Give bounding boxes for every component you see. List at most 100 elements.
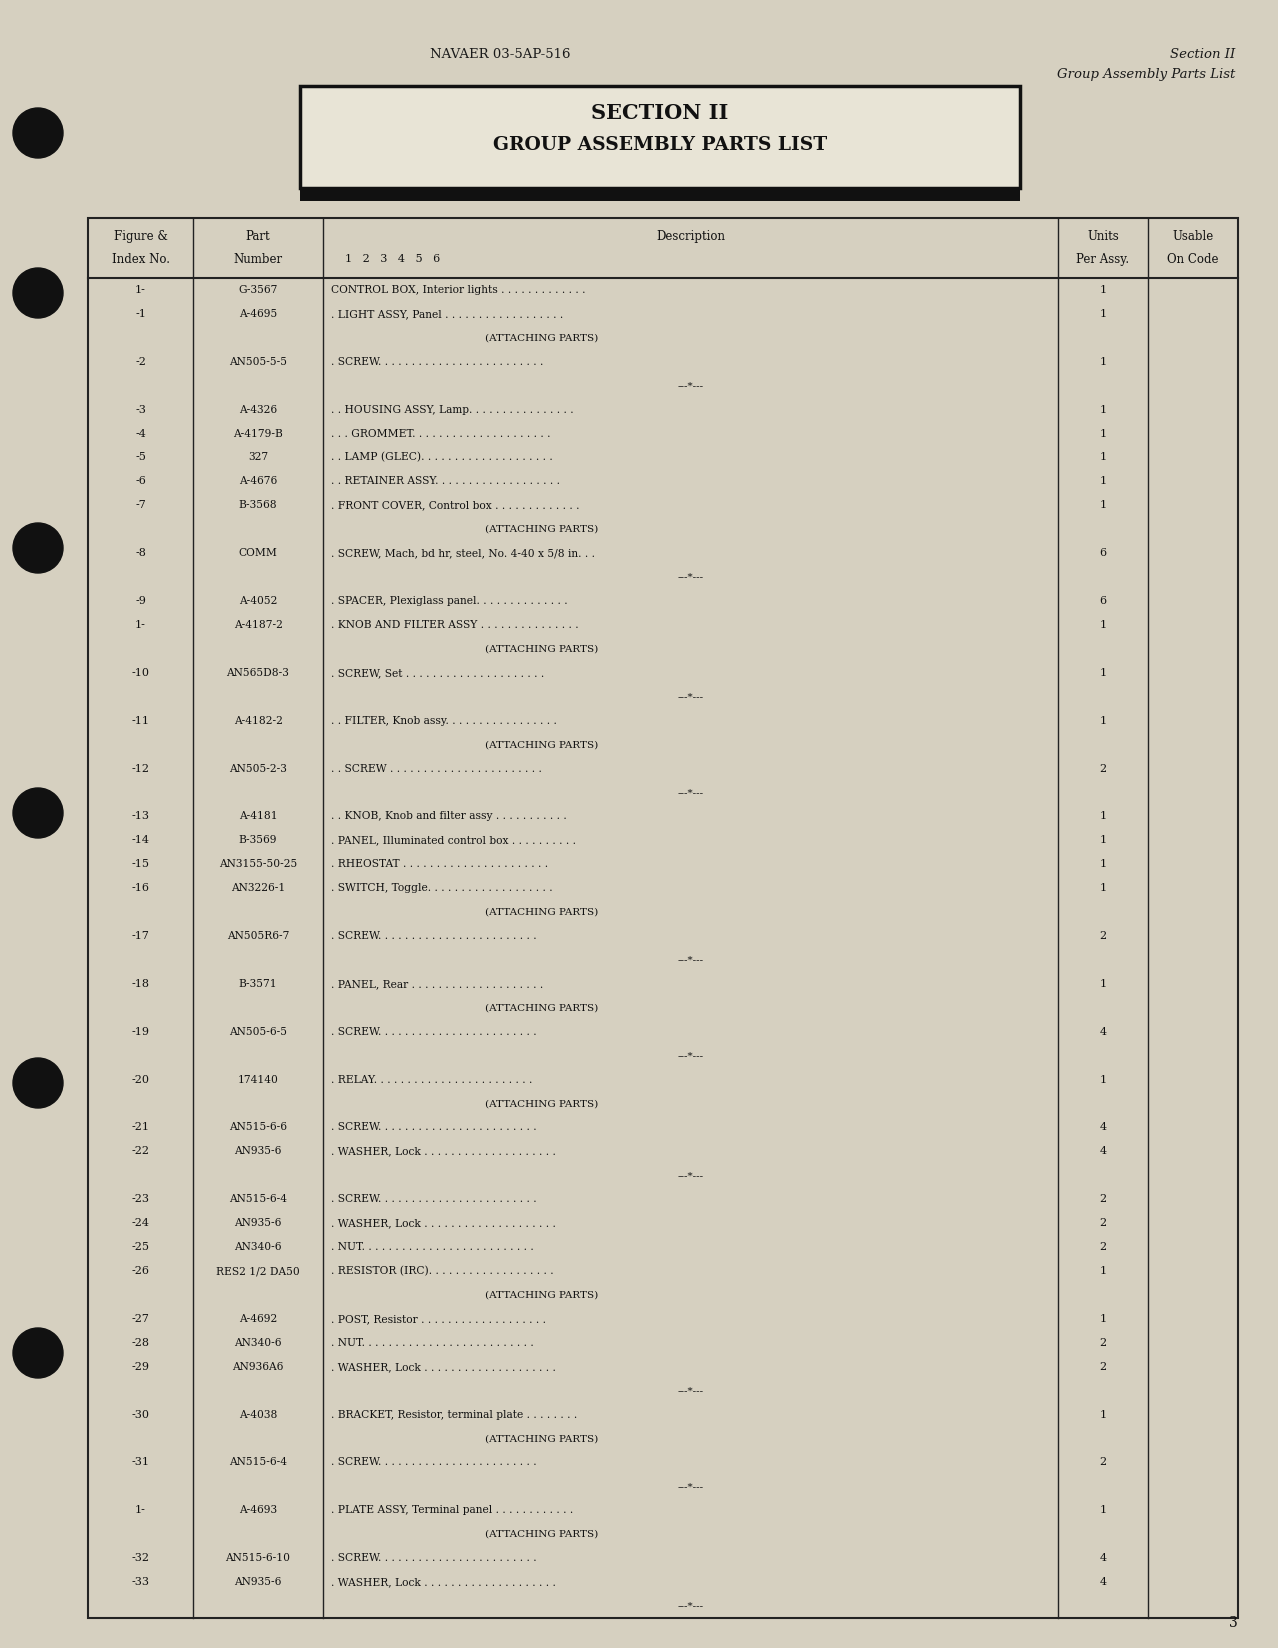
Text: 1: 1	[1099, 620, 1107, 630]
Text: 6: 6	[1099, 597, 1107, 606]
Text: -20: -20	[132, 1074, 150, 1084]
Text: -28: -28	[132, 1338, 150, 1348]
Text: A-4692: A-4692	[239, 1313, 277, 1323]
Text: . . . GROMMET. . . . . . . . . . . . . . . . . . . . .: . . . GROMMET. . . . . . . . . . . . . .…	[331, 428, 551, 438]
Text: 1: 1	[1099, 1074, 1107, 1084]
Text: . SCREW. . . . . . . . . . . . . . . . . . . . . . . . .: . SCREW. . . . . . . . . . . . . . . . .…	[331, 356, 543, 368]
Text: ---*---: ---*---	[677, 956, 704, 964]
Bar	[300, 86, 1020, 188]
Text: 4: 4	[1099, 1552, 1107, 1564]
Text: . WASHER, Lock . . . . . . . . . . . . . . . . . . . .: . WASHER, Lock . . . . . . . . . . . . .…	[331, 1147, 556, 1157]
Text: . KNOB AND FILTER ASSY . . . . . . . . . . . . . . .: . KNOB AND FILTER ASSY . . . . . . . . .…	[331, 620, 579, 630]
Text: -10: -10	[132, 667, 150, 677]
Text: . . SCREW . . . . . . . . . . . . . . . . . . . . . . .: . . SCREW . . . . . . . . . . . . . . . …	[331, 763, 542, 773]
Text: -5: -5	[135, 453, 146, 463]
Text: -12: -12	[132, 763, 150, 773]
Text: ---*---: ---*---	[677, 692, 704, 702]
Text: ---*---: ---*---	[677, 788, 704, 798]
Text: . SWITCH, Toggle. . . . . . . . . . . . . . . . . . .: . SWITCH, Toggle. . . . . . . . . . . . …	[331, 883, 552, 893]
Text: . RHEOSTAT . . . . . . . . . . . . . . . . . . . . . .: . RHEOSTAT . . . . . . . . . . . . . . .…	[331, 859, 548, 868]
Text: 174140: 174140	[238, 1074, 279, 1084]
Text: 1: 1	[1099, 1409, 1107, 1419]
Text: RES2 1/2 DA50: RES2 1/2 DA50	[216, 1266, 300, 1276]
Text: ---*---: ---*---	[677, 1386, 704, 1396]
Text: 1   2   3   4   5   6: 1 2 3 4 5 6	[345, 254, 440, 264]
Text: -11: -11	[132, 715, 150, 725]
Text: ---*---: ---*---	[677, 381, 704, 391]
Text: A-4187-2: A-4187-2	[234, 620, 282, 630]
Text: 1: 1	[1099, 1505, 1107, 1515]
Text: COMM: COMM	[239, 549, 277, 559]
Text: . SCREW, Mach, bd hr, steel, No. 4-40 x 5/8 in. . .: . SCREW, Mach, bd hr, steel, No. 4-40 x …	[331, 549, 596, 559]
Text: Index No.: Index No.	[111, 254, 170, 265]
Text: (ATTACHING PARTS): (ATTACHING PARTS)	[484, 740, 598, 750]
Text: -2: -2	[135, 356, 146, 368]
Text: 4: 4	[1099, 1147, 1107, 1157]
Text: On Code: On Code	[1167, 254, 1219, 265]
Text: -24: -24	[132, 1218, 150, 1228]
Text: . PANEL, Rear . . . . . . . . . . . . . . . . . . . .: . PANEL, Rear . . . . . . . . . . . . . …	[331, 979, 543, 989]
Text: AN935-6: AN935-6	[234, 1147, 281, 1157]
Text: -7: -7	[135, 501, 146, 511]
Text: AN515-6-6: AN515-6-6	[229, 1122, 288, 1132]
Text: AN515-6-4: AN515-6-4	[229, 1457, 288, 1467]
Text: -33: -33	[132, 1577, 150, 1587]
Text: B-3569: B-3569	[239, 836, 277, 845]
Text: . PLATE ASSY, Terminal panel . . . . . . . . . . . .: . PLATE ASSY, Terminal panel . . . . . .…	[331, 1505, 574, 1515]
Text: B-3571: B-3571	[239, 979, 277, 989]
Text: A-4676: A-4676	[239, 476, 277, 486]
Text: 327: 327	[248, 453, 268, 463]
Text: SECTION II: SECTION II	[592, 104, 728, 124]
Text: Description: Description	[656, 231, 725, 242]
Text: GROUP ASSEMBLY PARTS LIST: GROUP ASSEMBLY PARTS LIST	[493, 137, 827, 153]
Text: 2: 2	[1099, 763, 1107, 773]
Text: Units: Units	[1088, 231, 1118, 242]
Text: . SCREW. . . . . . . . . . . . . . . . . . . . . . . .: . SCREW. . . . . . . . . . . . . . . . .…	[331, 1195, 537, 1205]
Text: 1: 1	[1099, 715, 1107, 725]
Text: 1: 1	[1099, 453, 1107, 463]
Text: ---*---: ---*---	[677, 572, 704, 582]
Text: AN565D8-3: AN565D8-3	[226, 667, 289, 677]
Text: Figure &: Figure &	[114, 231, 167, 242]
Text: -23: -23	[132, 1195, 150, 1205]
Circle shape	[13, 1328, 63, 1378]
Text: (ATTACHING PARTS): (ATTACHING PARTS)	[484, 333, 598, 343]
Text: -31: -31	[132, 1457, 150, 1467]
Text: A-4038: A-4038	[239, 1409, 277, 1419]
Text: (ATTACHING PARTS): (ATTACHING PARTS)	[484, 1434, 598, 1444]
Bar	[300, 188, 1020, 201]
Text: 2: 2	[1099, 1218, 1107, 1228]
Text: Part: Part	[245, 231, 271, 242]
Text: . . FILTER, Knob assy. . . . . . . . . . . . . . . . .: . . FILTER, Knob assy. . . . . . . . . .…	[331, 715, 557, 725]
Text: ---*---: ---*---	[677, 1051, 704, 1060]
Text: -30: -30	[132, 1409, 150, 1419]
Text: 1-: 1-	[135, 620, 146, 630]
Text: . . LAMP (GLEC). . . . . . . . . . . . . . . . . . . .: . . LAMP (GLEC). . . . . . . . . . . . .…	[331, 452, 553, 463]
Text: AN935-6: AN935-6	[234, 1577, 281, 1587]
Text: -25: -25	[132, 1243, 150, 1252]
Text: -9: -9	[135, 597, 146, 606]
Text: 4: 4	[1099, 1027, 1107, 1037]
Text: -16: -16	[132, 883, 150, 893]
Text: B-3568: B-3568	[239, 501, 277, 511]
Text: AN935-6: AN935-6	[234, 1218, 281, 1228]
Text: -27: -27	[132, 1313, 150, 1323]
Text: 1: 1	[1099, 476, 1107, 486]
Text: 1-: 1-	[135, 285, 146, 295]
Text: . WASHER, Lock . . . . . . . . . . . . . . . . . . . .: . WASHER, Lock . . . . . . . . . . . . .…	[331, 1218, 556, 1228]
Text: -26: -26	[132, 1266, 150, 1276]
Text: . WASHER, Lock . . . . . . . . . . . . . . . . . . . .: . WASHER, Lock . . . . . . . . . . . . .…	[331, 1361, 556, 1371]
Text: 2: 2	[1099, 1195, 1107, 1205]
Text: . . HOUSING ASSY, Lamp. . . . . . . . . . . . . . . .: . . HOUSING ASSY, Lamp. . . . . . . . . …	[331, 405, 574, 415]
Circle shape	[13, 269, 63, 318]
Text: -13: -13	[132, 811, 150, 821]
Text: . RESISTOR (IRC). . . . . . . . . . . . . . . . . . .: . RESISTOR (IRC). . . . . . . . . . . . …	[331, 1266, 553, 1276]
Text: 1: 1	[1099, 501, 1107, 511]
Text: -6: -6	[135, 476, 146, 486]
Text: 1: 1	[1099, 428, 1107, 438]
Text: . SCREW, Set . . . . . . . . . . . . . . . . . . . . .: . SCREW, Set . . . . . . . . . . . . . .…	[331, 667, 544, 677]
Text: AN340-6: AN340-6	[234, 1338, 281, 1348]
Text: -14: -14	[132, 836, 150, 845]
Circle shape	[13, 788, 63, 837]
Text: 1: 1	[1099, 1266, 1107, 1276]
